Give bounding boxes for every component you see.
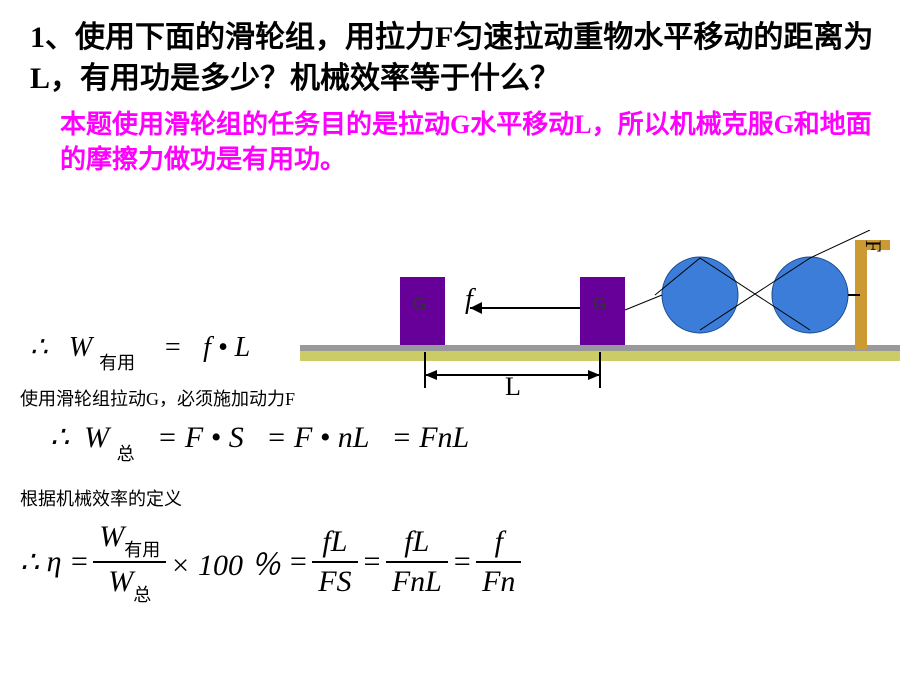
rope-block [625,295,662,310]
f-num: f [476,525,521,563]
frac-w: W有用 W总 [93,520,166,604]
sub-useful: 有用 [99,353,135,373]
dot-1: • [218,332,235,363]
eq-2a: = [150,421,185,454]
w-1: W [69,332,92,363]
floor-top [300,345,900,351]
dot-2a: • [211,421,229,454]
frac-f-fn: f Fn [476,525,521,599]
times100: × 100 ％ [170,540,280,584]
therefore-3: ∴ [20,545,39,580]
explanation-text: 本题使用滑轮组的任务目的是拉动G水平移动L，所以机械克服G和地面的摩擦力做功是有… [0,99,920,177]
f-2a: F [185,421,203,454]
eq-3a: = [69,545,89,579]
eq-3b: = [288,545,308,579]
block-left-label: G [413,294,427,314]
note-apply-force: 使用滑轮组拉动G，必须施加动力F [20,385,295,411]
fl-num-1: fL [312,525,357,563]
formula-efficiency: ∴ η = W有用 W总 × 100 ％ = fL FS = fL FnL = … [20,520,525,604]
nl-2: nL [338,421,369,454]
movable-pulley [662,257,738,333]
w-den: W [108,565,133,598]
fnl-2: FnL [419,421,469,454]
eq-1: = [156,332,189,363]
fnl-den: FnL [386,563,448,599]
f-1: f [203,332,211,363]
fl-num-2: fL [386,525,448,563]
therefore-1: ∴ [30,332,48,363]
dim-arrow-left [425,370,437,380]
dot-2b: • [320,421,338,454]
question-text: 1、使用下面的滑轮组，用拉力F匀速拉动重物水平移动的距离为L，有用功是多少？机械… [0,0,920,99]
eta-3: η [47,545,62,579]
force-label: F [861,240,886,252]
sub-num: 有用 [124,540,160,560]
therefore-2: ∴ [50,421,69,454]
pulley-diagram: G G f L F [300,230,900,400]
sub-total: 总 [117,444,135,464]
w-2: W [84,421,109,454]
formula-useful-work: ∴ W 有用 = f • L [30,330,250,369]
eq-2b: = [259,421,294,454]
frac-fl-fs: fL FS [312,525,357,599]
distance-label: L [505,372,521,400]
block-right-label: G [593,294,607,314]
s-2: S [229,421,244,454]
fixed-pulley [772,257,848,333]
f-2b: F [294,421,312,454]
note-efficiency-def: 根据机械效率的定义 [20,485,182,511]
eq-3d: = [452,545,472,579]
fn-den: Fn [476,563,521,599]
eq-3c: = [362,545,382,579]
w-num: W [99,520,124,553]
eq-2c: = [384,421,419,454]
formula-total-work: ∴ W 总 = F • S = F • nL = FnL [50,420,469,460]
l-1: L [235,332,251,363]
sub-den: 总 [133,585,151,605]
fs-den: FS [312,563,357,599]
friction-label: f [465,284,476,315]
dim-arrow-right [588,370,600,380]
frac-fl-fnl: fL FnL [386,525,448,599]
